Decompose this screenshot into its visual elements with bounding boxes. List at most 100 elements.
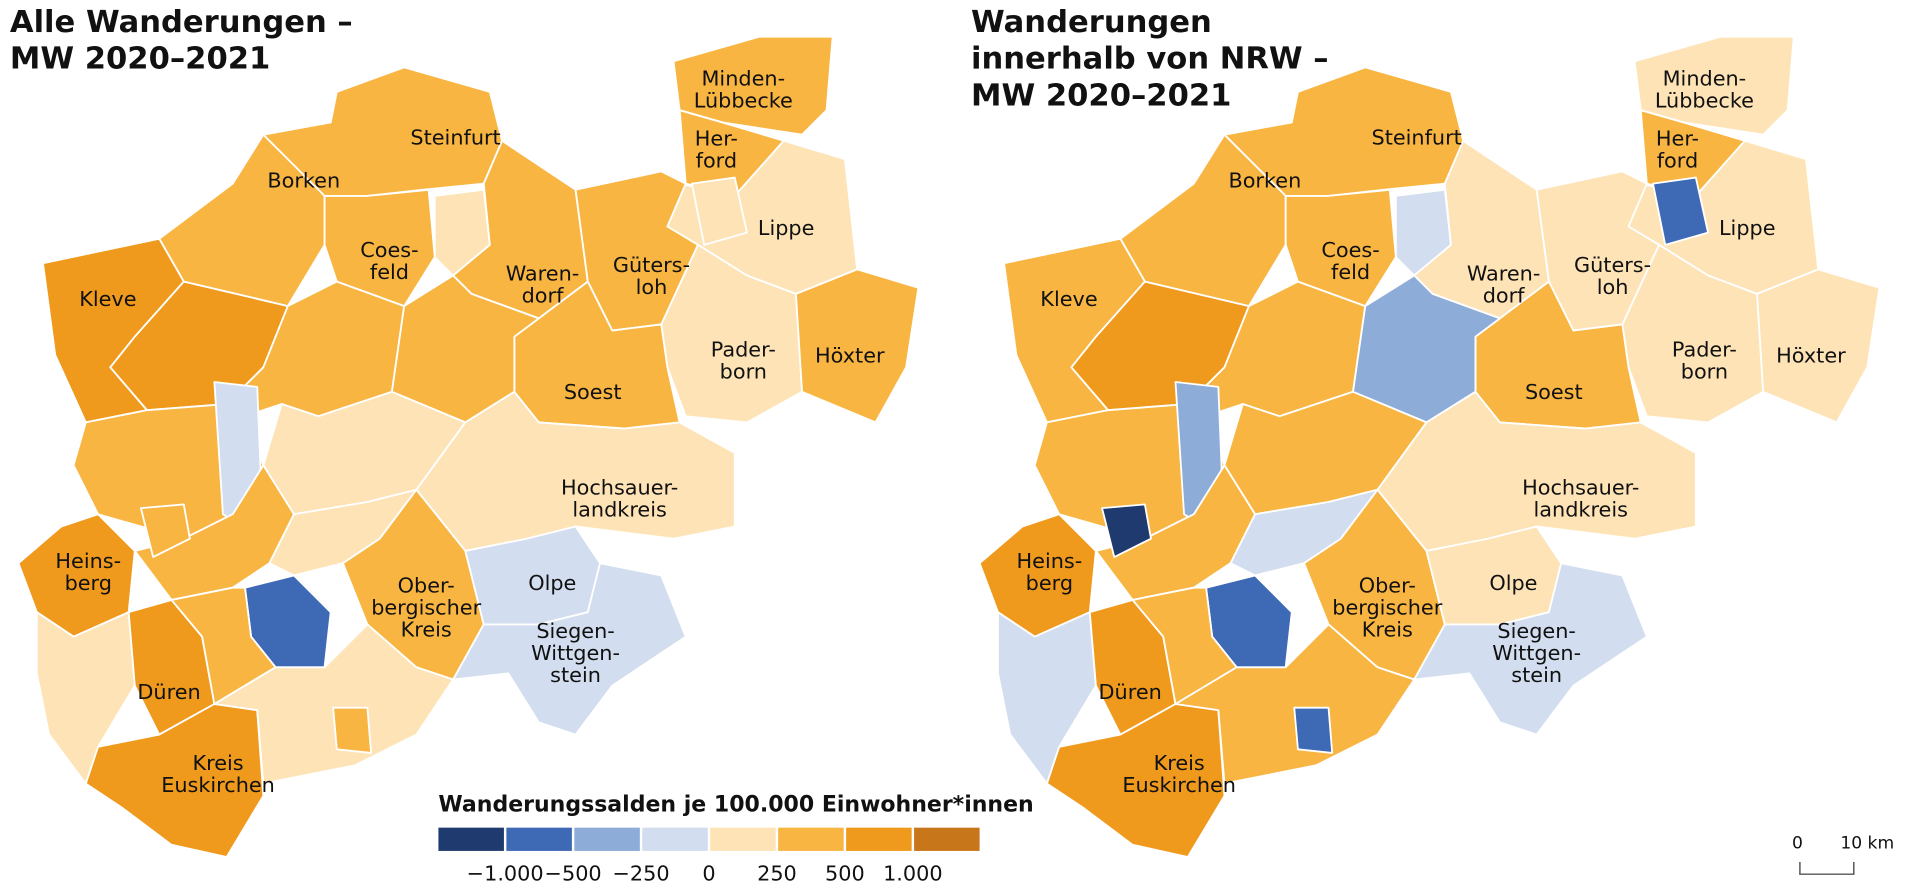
- region: [332, 706, 373, 754]
- region: [213, 623, 455, 785]
- region-label: Borken: [1228, 168, 1301, 192]
- scale-label: 0: [1792, 833, 1803, 853]
- region-label: Coes-: [360, 238, 418, 262]
- legend-label: 250: [757, 861, 797, 885]
- region-label: Lübbecke: [694, 89, 793, 113]
- region-label: stein: [1511, 663, 1562, 687]
- region: [84, 703, 265, 858]
- region-label: born: [1681, 359, 1728, 383]
- region-label: landkreis: [1534, 498, 1628, 522]
- region: [1046, 703, 1226, 858]
- region: [1293, 706, 1334, 754]
- region-label: Ober-: [398, 574, 455, 598]
- region: [795, 268, 920, 424]
- legend-title: Wanderungssalden je 100.000 Einwohner*in…: [438, 793, 1033, 818]
- region-label: ford: [696, 149, 737, 173]
- region-label: Ober-: [1359, 574, 1416, 598]
- region-label: Lippe: [1719, 216, 1776, 240]
- region-label: Lippe: [758, 216, 815, 240]
- region-label: Pader-: [1672, 337, 1737, 361]
- legend-label: 500: [825, 861, 865, 885]
- region-label: Höxter: [815, 343, 885, 367]
- region-label: Euskirchen: [161, 773, 275, 797]
- region-label: Kreis: [192, 751, 243, 775]
- region: [139, 503, 191, 558]
- region: [690, 176, 748, 246]
- scale-bar: 0 10 km: [1792, 833, 1894, 875]
- scale-line: [1799, 861, 1855, 875]
- region-label: Soest: [1525, 380, 1583, 404]
- map-title: Wanderungen: [971, 5, 1212, 40]
- region-label: Olpe: [528, 571, 576, 595]
- region-label: dorf: [1483, 283, 1525, 307]
- region-label: Kleve: [79, 287, 136, 311]
- region-label: Kreis: [1154, 751, 1205, 775]
- region-label: Höxter: [1776, 343, 1846, 367]
- region: [1131, 586, 1238, 705]
- region-label: feld: [370, 260, 409, 284]
- region-label: Güters-: [613, 253, 690, 277]
- region: [1174, 623, 1416, 785]
- region-label: Olpe: [1489, 571, 1537, 595]
- region-label: Kreis: [401, 618, 452, 642]
- region-label: Hochsauer-: [1522, 476, 1639, 500]
- region-label: Waren-: [506, 261, 580, 285]
- region-label: Minden-: [1663, 67, 1747, 91]
- region-label: Heins-: [55, 549, 121, 573]
- region-label: Borken: [267, 168, 340, 192]
- map-title: MW 2020–2021: [971, 78, 1231, 113]
- region-label: ford: [1657, 149, 1698, 173]
- region-label: Steinfurt: [1372, 125, 1462, 149]
- region-label: bergischer: [1332, 596, 1442, 620]
- legend-swatch: [914, 827, 980, 851]
- legend: Wanderungssalden je 100.000 Einwohner*in…: [438, 793, 1034, 885]
- region-label: berg: [65, 571, 112, 595]
- region: [1101, 503, 1152, 558]
- region: [1413, 562, 1648, 736]
- region-label: Euskirchen: [1122, 773, 1236, 797]
- legend-swatch: [846, 827, 912, 851]
- region-label: Minden-: [701, 67, 785, 91]
- region-label: Her-: [1656, 127, 1699, 151]
- map-title: MW 2020–2021: [10, 42, 270, 77]
- legend-swatch: [574, 827, 640, 851]
- region-label: Waren-: [1467, 261, 1541, 285]
- legend-label: 1.000: [883, 861, 943, 885]
- region-label: bergischer: [371, 596, 481, 620]
- region-label: Steinfurt: [410, 125, 500, 149]
- region: [1284, 188, 1397, 308]
- legend-label: −500: [545, 861, 602, 885]
- region-label: Wittgen-: [1492, 641, 1581, 665]
- map: Alle Wanderungen –MW 2020–2021 Borken Stei…: [10, 5, 920, 858]
- region-label: born: [720, 359, 767, 383]
- region-label: Düren: [1099, 680, 1162, 704]
- region-label: Hochsauer-: [561, 476, 678, 500]
- region-label: Soest: [564, 380, 622, 404]
- legend-swatch: [642, 827, 708, 851]
- scale-label: 10 km: [1840, 833, 1894, 853]
- legend-swatch: [506, 827, 572, 851]
- legend-swatch: [438, 827, 504, 851]
- legend-label: −250: [612, 861, 669, 885]
- region-label: Lübbecke: [1655, 89, 1754, 113]
- region-label: loh: [1597, 275, 1629, 299]
- region-label: stein: [550, 663, 601, 687]
- region-label: Coes-: [1321, 238, 1379, 262]
- map-title: innerhalb von NRW –: [971, 42, 1329, 77]
- region: [170, 586, 277, 705]
- map-title: Alle Wanderungen –: [10, 5, 353, 40]
- region-label: Heins-: [1017, 549, 1083, 573]
- legend-label: −1.000: [467, 861, 544, 885]
- region-label: Pader-: [711, 337, 776, 361]
- legend-swatch: [710, 827, 776, 851]
- region: [1756, 268, 1881, 424]
- region-label: feld: [1331, 260, 1370, 284]
- region-label: Siegen-: [1497, 619, 1575, 643]
- region-label: Siegen-: [536, 619, 614, 643]
- region-label: Güters-: [1574, 253, 1651, 277]
- region-label: Kreis: [1362, 618, 1413, 642]
- region-label: landkreis: [572, 498, 666, 522]
- region-label: Düren: [137, 680, 200, 704]
